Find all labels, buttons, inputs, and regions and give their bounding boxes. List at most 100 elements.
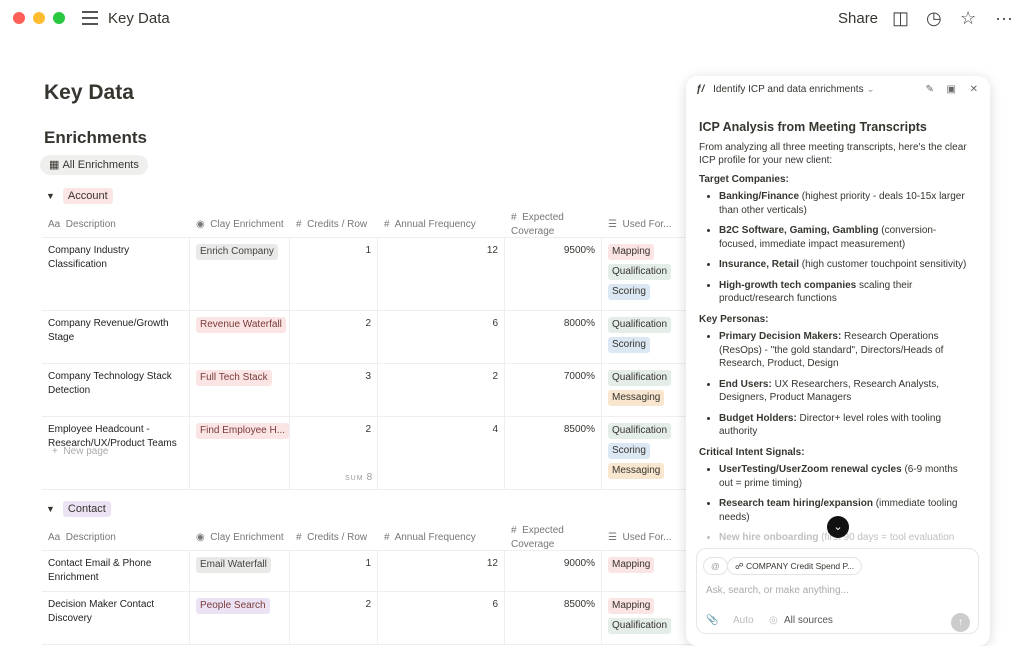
- number-icon: #: [296, 531, 308, 543]
- pip-icon[interactable]: ▣: [946, 84, 956, 95]
- item-bold: High-growth tech companies: [719, 279, 857, 291]
- star-icon[interactable]: ☆: [960, 8, 977, 28]
- table-row[interactable]: Contact Email & Phone Enrichment Email Wa…: [42, 551, 692, 592]
- used-for-cell[interactable]: Mapping Qualification Scoring: [602, 238, 682, 310]
- description-cell[interactable]: Company Technology Stack Detection: [42, 364, 190, 416]
- column-header[interactable]: ◉ Clay Enrichment: [190, 525, 290, 551]
- bullet-list: Banking/Finance (highest priority - deal…: [719, 190, 971, 306]
- column-header[interactable]: # Expected Coverage: [505, 205, 602, 245]
- clay-enrichment-cell[interactable]: Revenue Waterfall: [190, 311, 290, 363]
- column-header[interactable]: # Credits / Row: [290, 525, 378, 551]
- table-row[interactable]: Employee Headcount - Research/UX/Product…: [42, 417, 692, 490]
- clay-enrichment-cell[interactable]: Enrich Company: [190, 238, 290, 310]
- credits-cell[interactable]: 2: [290, 592, 378, 644]
- coverage-cell[interactable]: 7000%: [505, 364, 602, 416]
- column-header[interactable]: # Annual Frequency: [378, 212, 505, 238]
- table-row[interactable]: Company Revenue/Growth Stage Revenue Wate…: [42, 311, 692, 364]
- clay-enrichment-cell[interactable]: Full Tech Stack: [190, 364, 290, 416]
- maximize-window-button[interactable]: [53, 12, 65, 24]
- mode-selector[interactable]: Auto: [733, 615, 754, 626]
- used-for-cell[interactable]: Qualification Scoring Messaging: [602, 417, 682, 489]
- table-header: Aa Description ◉ Clay Enrichment # Credits…: [42, 525, 692, 551]
- column-header[interactable]: Aa Description: [42, 525, 190, 551]
- table-row[interactable]: Company Technology Stack Detection Full T…: [42, 364, 692, 417]
- minimize-window-button[interactable]: [33, 12, 45, 24]
- used-for-cell[interactable]: Mapping Qualification: [602, 592, 682, 644]
- attach-icon[interactable]: 📎: [706, 615, 719, 626]
- credits-cell[interactable]: 1: [290, 238, 378, 310]
- credits-cell[interactable]: 3: [290, 364, 378, 416]
- table-row[interactable]: Company Industry Classification Enrich Co…: [42, 238, 692, 311]
- chat-title[interactable]: Identify ICP and data enrichments: [713, 84, 864, 95]
- chat-input[interactable]: Ask, search, or make anything...: [706, 585, 849, 596]
- frequency-cell[interactable]: 4: [378, 417, 505, 489]
- clay-enrichment-cell[interactable]: Find Employee H...: [190, 417, 290, 489]
- sidebar-menu-icon[interactable]: [82, 11, 98, 25]
- column-label: Description: [65, 531, 116, 543]
- description-cell[interactable]: Contact Email & Phone Enrichment: [42, 551, 190, 591]
- credits-cell[interactable]: 2: [290, 417, 378, 489]
- item-bold: Budget Holders:: [719, 412, 797, 424]
- close-window-button[interactable]: [13, 12, 25, 24]
- used-for-cell[interactable]: Mapping: [602, 551, 682, 591]
- coverage-cell[interactable]: 8000%: [505, 311, 602, 363]
- chat-input-box[interactable]: @ ☍ COMPANY Credit Spend P... Ask, searc…: [696, 548, 979, 634]
- used-for-tag: Qualification: [608, 618, 672, 634]
- toggle-triangle-icon[interactable]: ▼: [46, 504, 55, 514]
- column-header[interactable]: # Annual Frequency: [378, 525, 505, 551]
- frequency-cell[interactable]: 6: [378, 311, 505, 363]
- send-button[interactable]: ↑: [951, 613, 970, 632]
- close-icon[interactable]: ✕: [969, 84, 978, 95]
- sources-selector[interactable]: All sources: [784, 615, 833, 626]
- column-label: Clay Enrichment: [210, 531, 284, 543]
- coverage-cell[interactable]: 9000%: [505, 551, 602, 591]
- share-button[interactable]: Share: [838, 10, 879, 27]
- more-icon[interactable]: ···: [995, 8, 1013, 28]
- table-row[interactable]: Decision Maker Contact Discovery People S…: [42, 592, 692, 645]
- used-for-cell[interactable]: Qualification Scoring: [602, 311, 682, 363]
- new-chat-icon[interactable]: ✎: [925, 84, 934, 95]
- column-header[interactable]: ◉ Clay Enrichment: [190, 212, 290, 238]
- description-cell[interactable]: Company Industry Classification: [42, 238, 190, 310]
- coverage-cell[interactable]: 8500%: [505, 592, 602, 644]
- credits-cell[interactable]: 1: [290, 551, 378, 591]
- used-for-tag: Scoring: [608, 337, 650, 353]
- used-for-tag: Scoring: [608, 443, 650, 459]
- description-cell[interactable]: Employee Headcount - Research/UX/Product…: [42, 417, 190, 489]
- message-intro: From analyzing all three meeting transcr…: [699, 141, 967, 167]
- column-header[interactable]: ☰ Used For...: [602, 525, 682, 551]
- group-header-contact[interactable]: ▼ Contact: [46, 501, 111, 517]
- comment-icon[interactable]: ◫: [892, 8, 910, 28]
- toggle-triangle-icon[interactable]: ▼: [46, 191, 55, 201]
- mention-button[interactable]: @: [703, 557, 728, 575]
- coverage-cell[interactable]: 8500%: [505, 417, 602, 489]
- history-icon[interactable]: ◷: [926, 8, 942, 28]
- frequency-cell[interactable]: 2: [378, 364, 505, 416]
- frequency-cell[interactable]: 12: [378, 551, 505, 591]
- new-page-button[interactable]: + New page: [52, 446, 109, 457]
- window-title: Key Data: [108, 10, 170, 27]
- coverage-cell[interactable]: 9500%: [505, 238, 602, 310]
- clay-enrichment-cell[interactable]: Email Waterfall: [190, 551, 290, 591]
- credits-cell[interactable]: 2: [290, 311, 378, 363]
- sum-footer[interactable]: SUM 8: [345, 472, 372, 483]
- column-header[interactable]: ☰ Used For...: [602, 212, 682, 238]
- used-for-tag: Qualification: [608, 264, 672, 280]
- column-header[interactable]: # Expected Coverage: [505, 518, 602, 558]
- used-for-cell[interactable]: Qualification Messaging: [602, 364, 682, 416]
- description-cell[interactable]: Company Revenue/Growth Stage: [42, 311, 190, 363]
- frequency-cell[interactable]: 12: [378, 238, 505, 310]
- item-bold: Primary Decision Makers:: [719, 331, 842, 342]
- frequency-cell[interactable]: 6: [378, 592, 505, 644]
- column-header[interactable]: Aa Description: [42, 212, 190, 238]
- used-for-tag: Qualification: [608, 423, 672, 439]
- column-header[interactable]: # Credits / Row: [290, 212, 378, 238]
- clay-enrichment-cell[interactable]: People Search: [190, 592, 290, 644]
- context-chip[interactable]: ☍ COMPANY Credit Spend P...: [727, 557, 863, 575]
- description-cell[interactable]: Decision Maker Contact Discovery: [42, 592, 190, 644]
- view-tab-all-enrichments[interactable]: ▦ All Enrichments: [40, 155, 148, 175]
- group-header-account[interactable]: ▼ Account: [46, 188, 113, 204]
- scroll-down-button[interactable]: ⌄: [827, 516, 849, 538]
- chevron-down-icon[interactable]: ⌄: [866, 84, 875, 95]
- list-item: High-growth tech companies scaling their…: [719, 279, 971, 306]
